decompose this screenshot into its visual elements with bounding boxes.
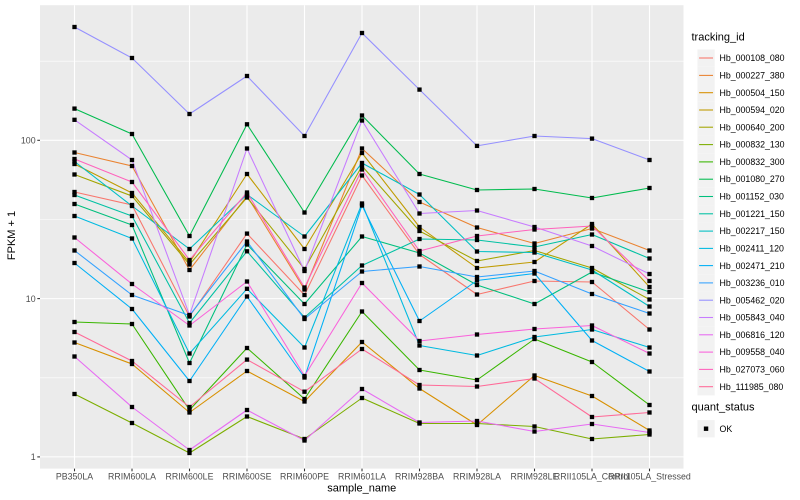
svg-text:RRIM928LE: RRIM928LE [511,472,559,482]
svg-text:Hb_001221_150: Hb_001221_150 [720,209,785,219]
svg-text:Hb_009558_040: Hb_009558_040 [720,347,785,357]
svg-text:RRIM928BA: RRIM928BA [395,472,444,482]
svg-text:Hb_006816_120: Hb_006816_120 [720,330,785,340]
svg-text:Hb_000640_200: Hb_000640_200 [720,122,785,132]
svg-text:sample_name: sample_name [327,483,396,495]
svg-text:PB350LA: PB350LA [56,472,93,482]
svg-text:Hb_001152_030: Hb_001152_030 [720,192,785,202]
svg-text:RRIM601LA: RRIM601LA [338,472,386,482]
svg-text:Hb_000227_380: Hb_000227_380 [720,71,785,81]
svg-text:100: 100 [21,136,36,146]
svg-text:quant_status: quant_status [692,402,755,414]
svg-text:Hb_005843_040: Hb_005843_040 [720,313,785,323]
svg-text:Hb_002217_150: Hb_002217_150 [720,226,785,236]
svg-text:Hb_005462_020: Hb_005462_020 [720,295,785,305]
svg-text:Hb_000832_300: Hb_000832_300 [720,157,785,167]
svg-text:RRIM600SE: RRIM600SE [223,472,272,482]
svg-text:Hb_000594_020: Hb_000594_020 [720,105,785,115]
svg-text:Hb_002471_210: Hb_002471_210 [720,261,785,271]
svg-text:Hb_000108_080: Hb_000108_080 [720,53,785,63]
svg-text:Hb_027073_060: Hb_027073_060 [720,365,785,375]
svg-text:1: 1 [31,452,36,462]
svg-text:FPKM + 1: FPKM + 1 [6,211,18,260]
svg-text:OK: OK [720,424,733,434]
svg-text:RRII105LA_Stressed: RRII105LA_Stressed [608,472,691,482]
svg-text:RRIM600PE: RRIM600PE [280,472,329,482]
svg-text:Hb_002411_120: Hb_002411_120 [720,244,785,254]
svg-text:tracking_id: tracking_id [692,32,745,44]
svg-text:RRIM600LE: RRIM600LE [166,472,214,482]
svg-text:Hb_000832_130: Hb_000832_130 [720,140,785,150]
svg-text:Hb_001080_270: Hb_001080_270 [720,174,785,184]
svg-text:10: 10 [26,294,36,304]
svg-text:Hb_111985_080: Hb_111985_080 [720,382,784,392]
svg-text:RRIM600LA: RRIM600LA [108,472,156,482]
svg-text:RRII105LA_Control: RRII105LA_Control [554,472,630,482]
svg-text:RRIM928LA: RRIM928LA [453,472,501,482]
svg-text:Hb_000504_150: Hb_000504_150 [720,88,785,98]
svg-text:Hb_003236_010: Hb_003236_010 [720,278,785,288]
